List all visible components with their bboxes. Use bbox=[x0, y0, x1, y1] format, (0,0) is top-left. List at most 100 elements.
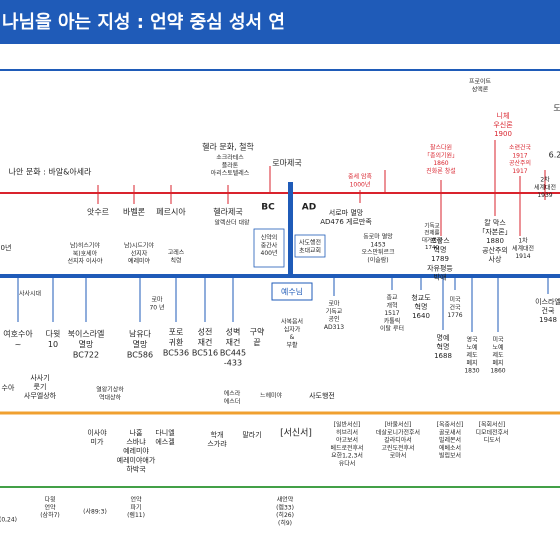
timeline-label: 0년 bbox=[1, 243, 12, 252]
timeline-label: BC722 bbox=[73, 350, 99, 359]
timeline-label: 예레미야 bbox=[123, 446, 149, 455]
timeline-label: 성전 bbox=[198, 327, 213, 337]
timeline-label: 에스겔 bbox=[155, 437, 174, 446]
timeline-label: & bbox=[290, 334, 295, 341]
timeline-label: BC445 bbox=[220, 348, 246, 357]
timeline-label: [목회서신] bbox=[479, 421, 506, 429]
timeline-label: 「종의기원」 bbox=[424, 151, 458, 159]
timeline-label: 사사기 bbox=[30, 373, 49, 382]
timeline-label: 니체 bbox=[497, 111, 510, 120]
timeline-label: 끝 bbox=[253, 338, 260, 347]
timeline-label: 성벽 bbox=[226, 327, 241, 337]
timeline-label: BC586 bbox=[127, 350, 153, 359]
timeline-label: 멸망 bbox=[79, 339, 94, 349]
timeline-label: AD bbox=[302, 203, 316, 213]
connectors bbox=[97, 140, 546, 236]
timeline-label: 빌립보서 bbox=[439, 452, 461, 460]
timeline-label: AD313 bbox=[324, 324, 344, 331]
timeline-label: 카톨릭 bbox=[384, 317, 401, 325]
timeline-label: (히26) bbox=[276, 511, 294, 519]
timeline-label: 기독교 bbox=[326, 307, 343, 315]
timeline-label: 북이스라엘 bbox=[68, 329, 105, 339]
timeline-label: 「자본론」 bbox=[478, 227, 511, 236]
timeline-label: 종교 bbox=[386, 295, 398, 302]
timeline-label: 칙령 bbox=[170, 256, 181, 264]
timeline-label: 베드로전후서 bbox=[330, 444, 363, 452]
timeline-label: 중간사 bbox=[261, 241, 278, 249]
timeline-label: ~ bbox=[15, 340, 22, 349]
timeline-label: 1917 bbox=[512, 168, 527, 175]
timeline-label: 룻기 bbox=[34, 382, 47, 391]
timeline-label: 1939 bbox=[537, 192, 552, 199]
timeline-label: 프랑스 bbox=[430, 237, 450, 245]
timeline-label: 남)시드기야 bbox=[124, 242, 154, 250]
timeline-label: (0,24) bbox=[0, 517, 17, 524]
timeline-label: 신약의 bbox=[261, 234, 278, 242]
timeline-label: 남유다 bbox=[129, 330, 152, 339]
timeline-label: 폐지 bbox=[492, 359, 503, 367]
timeline-label: 건국 bbox=[449, 303, 461, 311]
timeline-label: 사도행전 bbox=[309, 391, 335, 400]
timeline-label: 재건 bbox=[226, 337, 241, 347]
timeline-label: 진화론 창설 bbox=[426, 167, 456, 175]
timeline-label: 스가랴 bbox=[207, 439, 227, 448]
timeline-label: 오스만튀르크 bbox=[361, 248, 395, 256]
timeline-label: 1914 bbox=[515, 253, 530, 260]
timeline-label: BC536 bbox=[163, 348, 189, 357]
timeline-label: 에스더 bbox=[224, 397, 241, 405]
timeline-label: 자유평등 bbox=[427, 263, 453, 272]
timeline-label: (삼하7) bbox=[40, 511, 60, 519]
timeline-label: 이스라엘 bbox=[535, 297, 560, 306]
timeline-label: 고레스 bbox=[168, 249, 185, 257]
timeline-label: 헬라 문화, 철학 bbox=[202, 142, 254, 152]
timeline-label: 여호수아 bbox=[3, 329, 33, 339]
timeline-label: 노예 bbox=[466, 343, 477, 351]
timeline-label: 1776 bbox=[447, 312, 462, 319]
timeline-label: 1830 bbox=[464, 368, 479, 375]
timeline-label: 다니엘 bbox=[155, 428, 174, 437]
timeline-label: 명예 bbox=[437, 333, 450, 342]
timeline-label: 수아 bbox=[2, 383, 15, 392]
timeline-label: 노예 bbox=[492, 343, 503, 351]
box-acts bbox=[294, 234, 326, 258]
timeline-label: 로마 bbox=[328, 300, 340, 308]
timeline-label: 찰스다윈 bbox=[430, 144, 452, 152]
header-rule bbox=[0, 69, 560, 71]
timeline-label: 하박국 bbox=[126, 464, 146, 473]
timeline-label: 1453 bbox=[370, 241, 385, 248]
timeline-label: 1917 bbox=[512, 152, 527, 159]
box-intertestament bbox=[253, 228, 285, 268]
timeline-label: 북)호세아 bbox=[73, 249, 98, 257]
timeline-label: [서신서] bbox=[280, 428, 312, 439]
timeline-label: 나안 문화 : 바알&아세라 bbox=[9, 167, 92, 177]
timeline-label: 세계대전 bbox=[534, 183, 556, 191]
timeline-label: 1000년 bbox=[350, 180, 371, 188]
timeline-label: (사89:3) bbox=[83, 508, 107, 516]
timeline-label: 예레미야 bbox=[128, 257, 151, 265]
timeline-label: 히브리서 bbox=[336, 428, 358, 436]
timeline-label: 개혁 bbox=[386, 301, 397, 309]
timeline-label: 청교도 bbox=[411, 294, 431, 302]
timeline-label: 사복음서 bbox=[281, 318, 303, 326]
timeline-label: 1789 bbox=[431, 255, 449, 263]
timeline-label: 파기 bbox=[130, 503, 141, 511]
timeline-label: 제도 bbox=[492, 351, 504, 359]
timeline-label: 6.2 bbox=[549, 151, 560, 160]
timeline-label: 다윗 bbox=[44, 496, 56, 504]
timeline-label: 스바냐 bbox=[126, 437, 146, 446]
timeline-label: 고린도전후서 bbox=[381, 444, 414, 452]
timeline-label: 언약 bbox=[44, 503, 56, 511]
timeline-label: 2차 bbox=[540, 176, 550, 184]
timeline-label: 남)히스기야 bbox=[70, 242, 100, 250]
timeline-label: 사도행전 bbox=[299, 239, 321, 247]
timeline-label: 우신론 bbox=[493, 120, 513, 129]
timeline-label: 야고보서 bbox=[336, 436, 358, 444]
timeline-label: 사무엘상하 bbox=[24, 391, 57, 400]
timeline-label: 1640 bbox=[412, 312, 430, 320]
timeline-label: 나훔 bbox=[130, 428, 143, 437]
timeline-label: BC bbox=[261, 203, 275, 213]
timeline-label: 1517 bbox=[384, 310, 399, 317]
timeline-label: 제도 bbox=[466, 351, 478, 359]
timeline-label: 1688 bbox=[434, 352, 452, 360]
timeline-label: 서로마 멸망 bbox=[329, 208, 364, 217]
